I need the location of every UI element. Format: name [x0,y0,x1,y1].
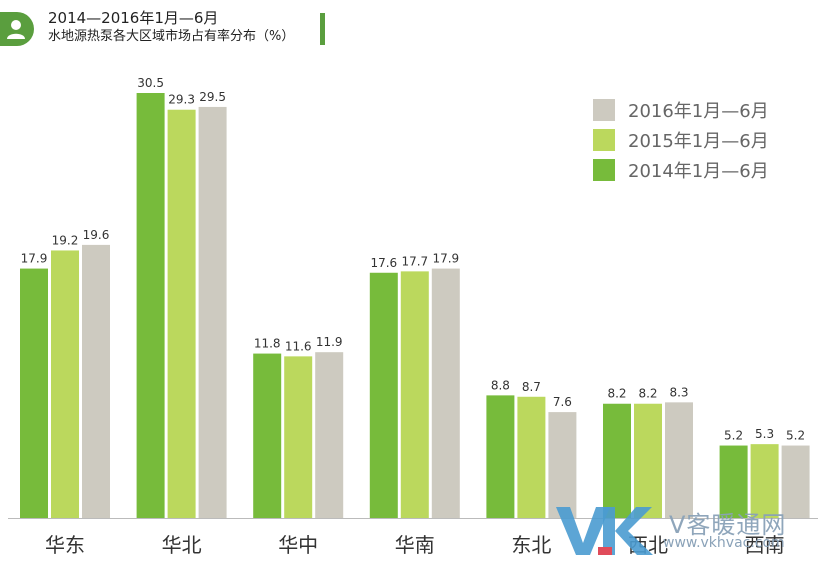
bar [486,395,515,518]
category-label: 华南 [395,533,435,557]
legend-swatch [593,159,615,181]
bar [431,268,460,518]
category-label: 华北 [162,533,202,557]
data-label: 17.9 [432,252,459,266]
category-label: 西南 [745,533,785,557]
bar [750,444,779,518]
chart-legend: 2016年1月—6月 2015年1月—6月 2014年1月—6月 [593,95,769,185]
data-label: 8.3 [669,385,688,399]
data-label: 8.2 [638,387,657,401]
data-label: 8.7 [522,380,541,394]
bar [82,244,110,518]
data-label: 17.9 [21,252,48,266]
bar [369,272,398,518]
legend-item: 2014年1月—6月 [593,155,769,185]
data-label: 17.6 [370,256,397,270]
bar [400,271,429,518]
legend-swatch [593,99,615,121]
title-accent-bar [320,13,325,45]
data-label: 19.2 [52,233,79,247]
data-label: 19.6 [83,228,110,242]
bar [253,353,282,518]
user-badge [0,12,34,46]
data-label: 30.5 [137,76,164,90]
data-label: 11.9 [316,335,343,349]
bar [198,106,227,519]
vk-logo [556,507,653,555]
data-label: 8.2 [607,387,626,401]
legend-item: 2015年1月—6月 [593,125,769,155]
bar [20,268,48,518]
bar [136,93,165,518]
data-label: 11.6 [285,339,312,353]
chart-subtitle: 水地源热泵各大区域市场占有率分布（%） [48,29,295,44]
data-label: 11.8 [254,337,281,351]
chart-header: 2014—2016年1月—6月 水地源热泵各大区域市场占有率分布（%） [0,0,818,50]
bar [548,412,577,518]
bar [517,396,546,518]
watermark: V客暖通网 www.vkhvac.com [556,497,818,573]
legend-label: 2014年1月—6月 [628,161,769,182]
data-label: 8.8 [491,378,510,392]
legend-label: 2015年1月—6月 [628,131,769,152]
bar [603,403,631,518]
data-label: 29.5 [199,90,226,104]
title-block: 2014—2016年1月—6月 水地源热泵各大区域市场占有率分布（%） [48,9,294,46]
bar [167,109,196,518]
chart-title: 2014—2016年1月—6月 [48,9,219,27]
user-icon [7,20,25,39]
watermark-url: www.vkhvac.com [663,535,785,551]
category-label: 华中 [278,533,318,557]
watermark-name: V客暖通网 [669,511,787,539]
legend-item: 2016年1月—6月 [593,95,769,125]
bar [634,403,662,518]
data-label: 5.3 [755,427,774,441]
data-label: 5.2 [724,429,743,443]
bar [315,352,344,518]
bar [719,445,748,518]
bar [51,250,79,518]
data-label: 29.3 [168,93,195,107]
category-label: 华东 [45,533,85,557]
data-label: 7.6 [553,395,572,409]
bar [665,402,693,518]
bar [284,356,313,518]
legend-label: 2016年1月—6月 [628,101,769,122]
legend-swatch [593,129,615,151]
data-label: 5.2 [786,429,805,443]
category-label: 东北 [511,533,551,557]
data-label: 17.7 [401,254,428,268]
bar [781,445,810,518]
